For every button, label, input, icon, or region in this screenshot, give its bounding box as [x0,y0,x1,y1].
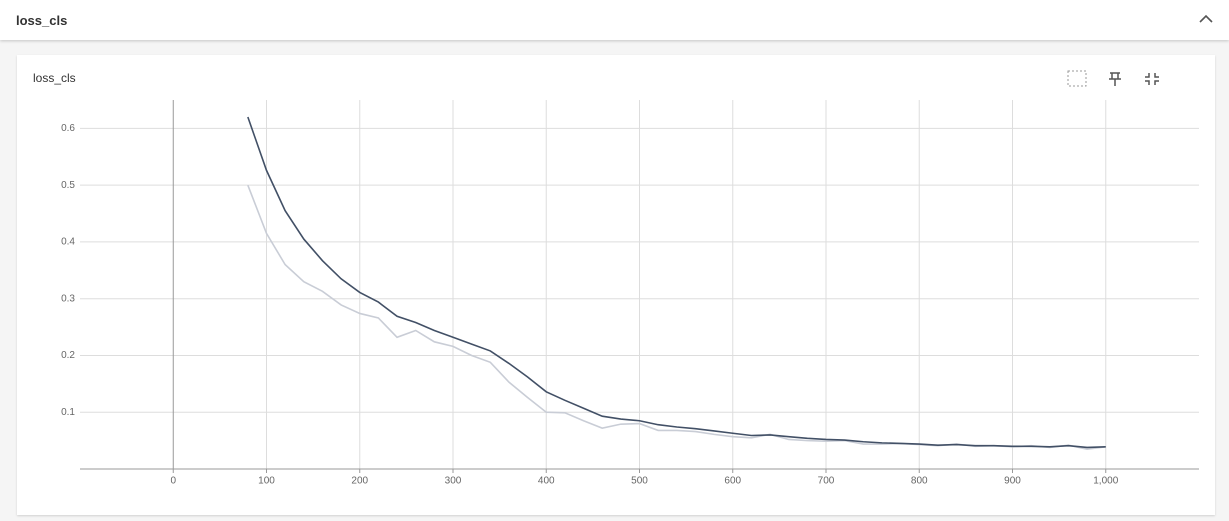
y-tick-label: 0.2 [61,350,75,361]
series-line [247,116,1106,449]
x-tick-label: 700 [818,476,835,487]
x-tick-label: 0 [170,476,176,487]
y-tick-label: 0.3 [61,293,75,304]
x-tick-label: 400 [538,476,555,487]
y-tick-label: 0.5 [61,180,75,191]
chart-card: loss_cls [17,55,1215,515]
collapse-icon[interactable] [1199,14,1213,24]
x-tick-label: 900 [1004,476,1021,487]
plot-area [247,116,1106,450]
y-tick-label: 0.4 [61,237,75,248]
x-tick-label: 500 [631,476,648,487]
section-header[interactable]: loss_cls [0,0,1229,40]
series-line [247,184,1106,450]
shrink-button[interactable] [1145,73,1159,85]
x-tick-label: 300 [445,476,462,487]
card-title: loss_cls [33,71,76,85]
pin-button[interactable] [1109,72,1121,86]
section-title: loss_cls [16,13,68,28]
y-tick-label: 0.6 [61,123,75,134]
x-tick-label: 600 [724,476,741,487]
x-tick-label: 200 [351,476,368,487]
x-tick-label: 1,000 [1093,476,1118,487]
x-tick-label: 800 [911,476,928,487]
toolbar [1067,70,1159,87]
y-tick-label: 0.1 [61,407,75,418]
fit-domain-button[interactable] [1067,70,1087,87]
x-tick-label: 100 [258,476,275,487]
